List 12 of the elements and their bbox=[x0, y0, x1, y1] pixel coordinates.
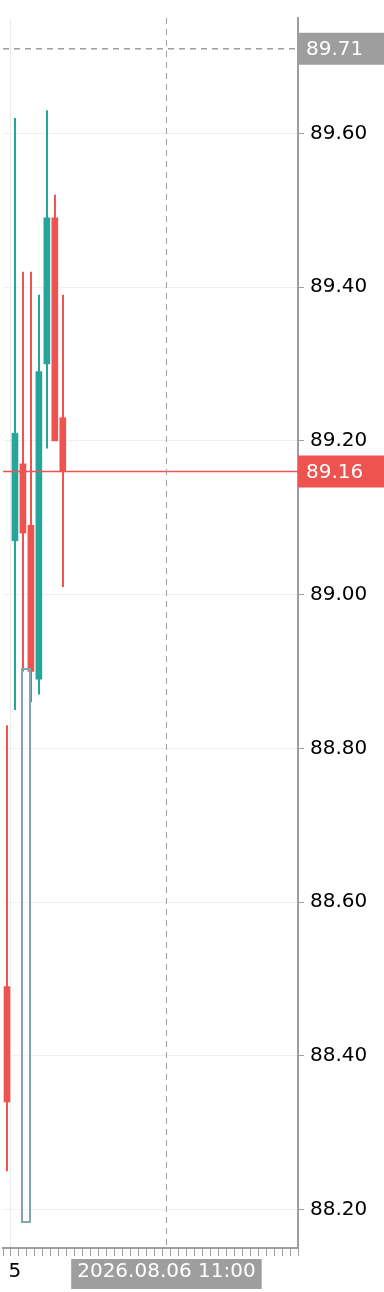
y-tick-label: 88.60 bbox=[310, 888, 368, 913]
x-tick-label: 5 bbox=[8, 1258, 22, 1283]
y-tick-label: 88.20 bbox=[310, 1195, 368, 1220]
x-tick-label: 2026.08.06 11:00 bbox=[77, 1258, 256, 1283]
y-tick-label: 88.80 bbox=[310, 734, 368, 759]
y-tick-label: 89.00 bbox=[310, 580, 368, 605]
y-tick-label: 89.20 bbox=[310, 427, 368, 452]
ref-line-label: 89.71 bbox=[306, 35, 364, 60]
y-tick-label: 89.40 bbox=[310, 273, 368, 298]
y-tick-label: 88.40 bbox=[310, 1042, 368, 1067]
y-tick-label: 89.60 bbox=[310, 119, 368, 144]
ref-line-label: 89.16 bbox=[306, 458, 364, 483]
